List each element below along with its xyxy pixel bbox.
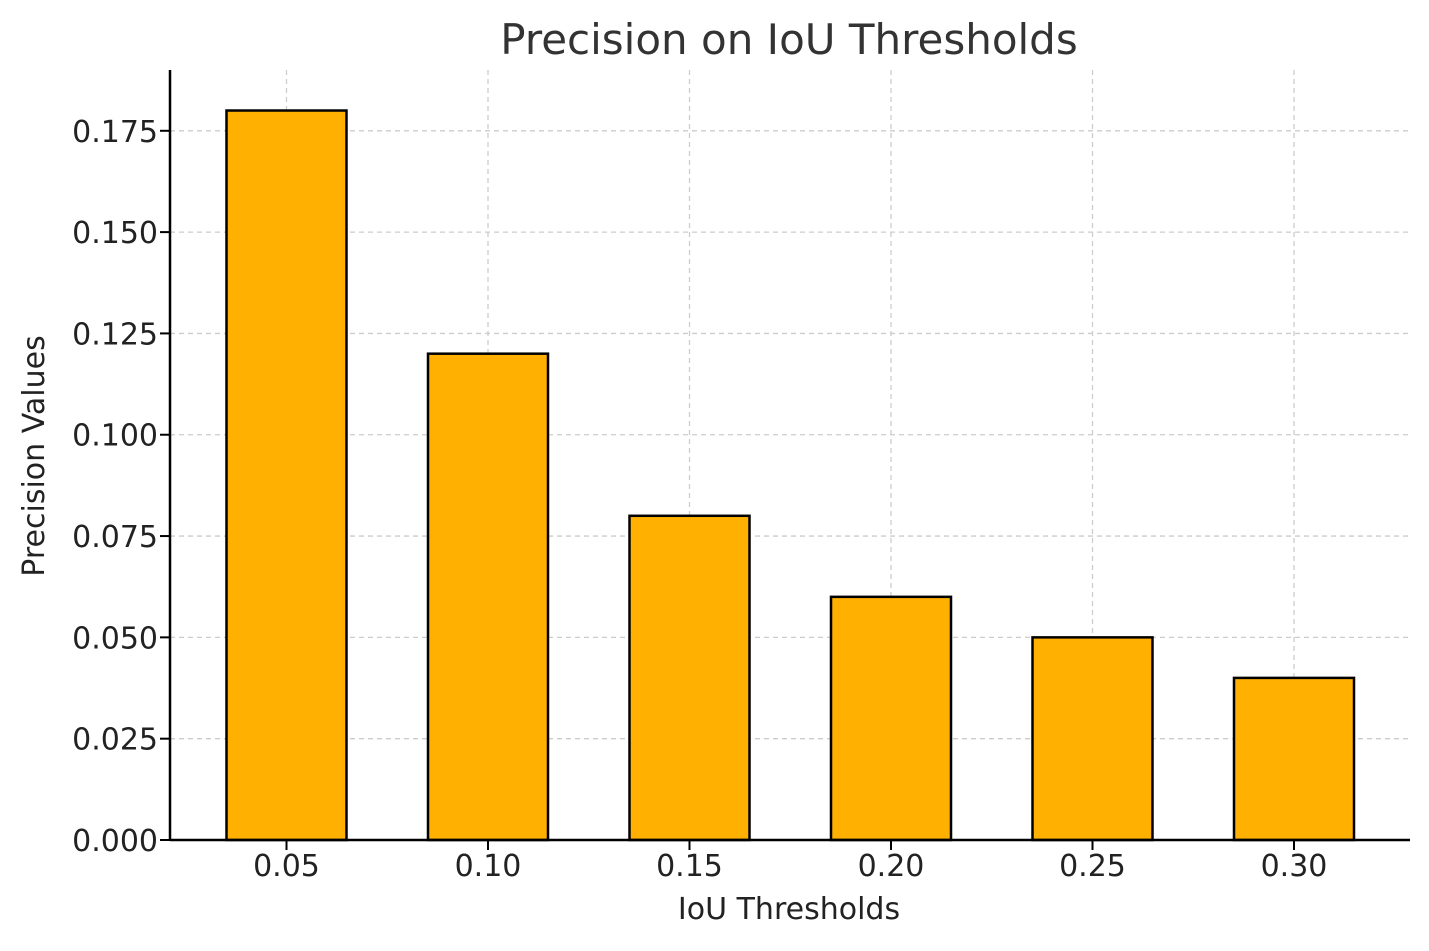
bars [225,109,1356,842]
bar-0.20 [829,595,953,842]
y-tick-label: 0.075 [72,520,158,555]
x-ticks: 0.05 0.10 0.15 0.20 0.25 0.30 [253,840,1327,884]
bar-0.25 [1031,636,1154,842]
x-tick-label: 0.25 [1059,849,1126,884]
y-ticks: 0.000 0.025 0.050 0.075 0.100 0.125 0.150 0.175 [72,115,170,859]
chart-title: Precision on IoU Thresholds [500,15,1077,64]
bar-0.15 [628,514,751,842]
grid [170,70,1410,841]
y-tick-label: 0.125 [72,317,158,352]
axes [168,70,1410,842]
y-tick-label: 0.175 [72,115,158,150]
y-tick-label: 0.100 [72,419,158,454]
y-tick-label: 0.050 [72,621,158,656]
x-tick-label: 0.05 [253,849,320,884]
x-tick-label: 0.15 [656,849,723,884]
y-tick-label: 0.025 [72,723,158,758]
x-tick-label: 0.10 [455,849,522,884]
x-axis-label: IoU Thresholds [678,892,900,927]
bar-0.10 [426,352,550,842]
y-tick-label: 0.000 [72,824,158,859]
x-tick-label: 0.30 [1261,849,1328,884]
y-axis-label: Precision Values [17,335,52,576]
bar-0.30 [1232,676,1356,842]
bar-0.05 [225,109,348,842]
y-tick-label: 0.150 [72,216,158,251]
x-tick-label: 0.20 [858,849,925,884]
